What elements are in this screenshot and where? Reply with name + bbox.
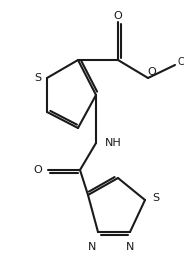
- Text: O: O: [148, 67, 156, 77]
- Text: CH₃: CH₃: [178, 57, 184, 67]
- Text: N: N: [88, 242, 96, 252]
- Text: NH: NH: [105, 138, 122, 148]
- Text: S: S: [152, 193, 159, 203]
- Text: O: O: [114, 11, 122, 21]
- Text: N: N: [126, 242, 134, 252]
- Text: S: S: [34, 73, 42, 83]
- Text: O: O: [34, 165, 42, 175]
